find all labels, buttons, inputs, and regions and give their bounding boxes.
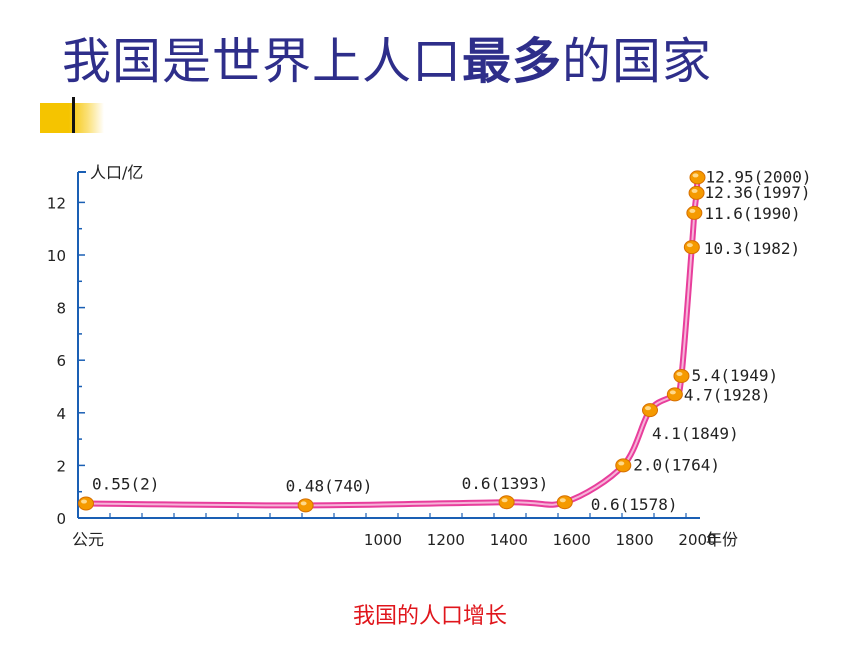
y-axis-label: 人口/亿	[90, 163, 143, 182]
x-axis-label: 年份	[706, 530, 738, 549]
data-point	[642, 403, 659, 418]
x-tick-label: 1200	[427, 531, 465, 549]
y-tick-label: 12	[47, 194, 66, 212]
x-tick-label: 1600	[553, 531, 591, 549]
accent-line	[72, 97, 75, 133]
data-point-shine	[559, 498, 566, 503]
data-point-shine	[692, 173, 699, 178]
data-label: 5.4(1949)	[691, 366, 778, 385]
data-point	[615, 458, 632, 473]
chart-ticks: 0 2 4 6 8 10 12 1000 1200 1400 1600 1800 2000 公元 年份	[47, 194, 738, 549]
data-point	[498, 495, 515, 510]
chart-caption: 我国的人口增长	[352, 604, 507, 629]
data-label: 11.6(1990)	[704, 204, 800, 223]
data-label: 10.3(1982)	[704, 239, 800, 258]
data-point	[666, 387, 683, 402]
data-point	[556, 495, 573, 510]
data-point-shine	[691, 188, 698, 193]
data-point-shine	[81, 499, 87, 504]
data-label: 4.7(1928)	[684, 385, 771, 404]
data-point	[673, 368, 690, 383]
data-point-shine	[686, 243, 693, 248]
y-tick-label: 2	[56, 457, 66, 475]
data-label: 12.95(2000)	[706, 167, 812, 186]
data-point	[78, 496, 94, 511]
data-point	[683, 240, 700, 255]
chart-labels: 0.55(2) 0.48(740) 0.6(1393) 0.6(1578) 2.0(17…	[92, 167, 811, 514]
x-tick-label: 2000	[678, 531, 716, 549]
chart-points	[78, 170, 706, 513]
data-label: 4.1(1849)	[652, 424, 739, 443]
data-label: 0.55(2)	[92, 475, 159, 494]
data-point-shine	[501, 498, 508, 503]
data-point-shine	[689, 208, 696, 213]
chart-curve	[83, 174, 701, 509]
y-tick-label: 0	[56, 510, 66, 528]
data-point-shine	[676, 371, 683, 376]
data-point	[686, 205, 703, 220]
data-point	[688, 185, 705, 200]
data-point	[297, 498, 314, 513]
data-label: 12.36(1997)	[705, 183, 811, 202]
population-chart: 人口/亿 0 2 4 6 8 10 12 1000 1200 1400 1600 1800 2000 公元…	[47, 163, 812, 549]
y-tick-label: 8	[56, 300, 66, 318]
data-label: 0.6(1393)	[462, 474, 549, 493]
data-point-shine	[300, 501, 307, 506]
data-label: 0.48(740)	[286, 476, 373, 495]
y-tick-label: 10	[47, 247, 66, 265]
data-label: 0.6(1578)	[591, 495, 678, 514]
x-tick-label: 1400	[490, 531, 528, 549]
data-point-shine	[618, 461, 625, 466]
population-line-highlight	[85, 176, 699, 507]
title-part-1: 我国是世界上人口	[62, 33, 463, 90]
population-line-outer	[83, 174, 701, 509]
title-part-3: 的国家	[562, 33, 713, 90]
data-point-shine	[645, 406, 652, 411]
x-tick-label: 1800	[616, 531, 654, 549]
x-tick-label: 1000	[364, 531, 402, 549]
data-point	[689, 170, 706, 185]
y-tick-label: 4	[56, 405, 66, 423]
chart-axes: 人口/亿	[77, 163, 700, 519]
slide-title: 我国是世界上人口最多的国家	[62, 22, 712, 93]
y-tick-label: 6	[56, 352, 66, 370]
x-origin-label: 公元	[72, 530, 104, 549]
data-point-shine	[669, 390, 676, 395]
title-part-2: 最多	[462, 32, 563, 90]
data-label: 2.0(1764)	[633, 455, 720, 474]
